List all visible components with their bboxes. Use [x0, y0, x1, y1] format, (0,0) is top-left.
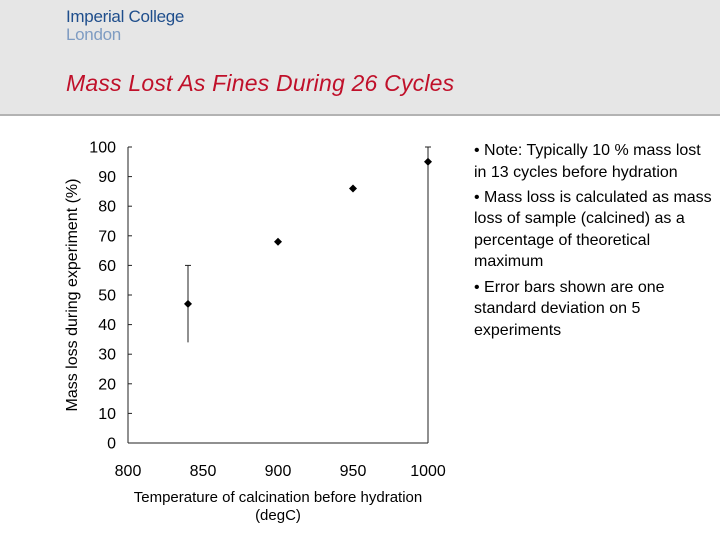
imperial-college-logo: Imperial College London — [66, 8, 184, 44]
data-point — [349, 184, 357, 193]
data-point — [424, 157, 432, 166]
y-tick-label: 30 — [98, 347, 116, 364]
y-tick-label: 10 — [98, 406, 116, 423]
data-point — [184, 299, 192, 308]
slide-title: Mass Lost As Fines During 26 Cycles — [66, 70, 455, 96]
header-divider — [0, 114, 720, 116]
x-tick-label: 850 — [190, 463, 217, 480]
y-tick-label: 70 — [98, 228, 116, 245]
y-tick-label: 100 — [89, 140, 116, 157]
logo-line-2: London — [66, 25, 121, 44]
y-tick-label: 50 — [98, 288, 116, 305]
y-axis-title: Mass loss during experiment (%) — [64, 179, 81, 412]
y-tick-label: 80 — [98, 199, 116, 216]
logo-line-1: Imperial College — [66, 7, 185, 26]
note-item: • Error bars shown are one standard devi… — [474, 278, 665, 339]
notes-list: • Note: Typically 10 % mass lost in 13 c… — [474, 140, 714, 345]
y-tick-label: 90 — [98, 169, 116, 186]
y-tick-label: 0 — [107, 436, 116, 453]
y-tick-label: 40 — [98, 317, 116, 334]
data-point — [274, 237, 282, 246]
scatter-chart: 0 10 20 30 40 50 60 70 80 90 100 800 850 900 950 1000 Te… — [64, 140, 446, 525]
x-tick-label: 950 — [340, 463, 367, 480]
note-item: • Mass loss is calculated as mass loss o… — [474, 188, 712, 271]
slide-header — [0, 0, 720, 115]
x-tick-label: 1000 — [410, 463, 446, 480]
y-tick-label: 20 — [98, 376, 116, 393]
note-item: • Note: Typically 10 % mass lost in 13 c… — [474, 142, 701, 181]
x-tick-label: 800 — [115, 463, 142, 480]
x-axis-title-line-2: (degC) — [255, 507, 301, 524]
x-axis-title: Temperature of calcination before hydrat… — [134, 489, 423, 506]
y-tick-label: 60 — [98, 258, 116, 275]
x-tick-label: 900 — [265, 463, 292, 480]
